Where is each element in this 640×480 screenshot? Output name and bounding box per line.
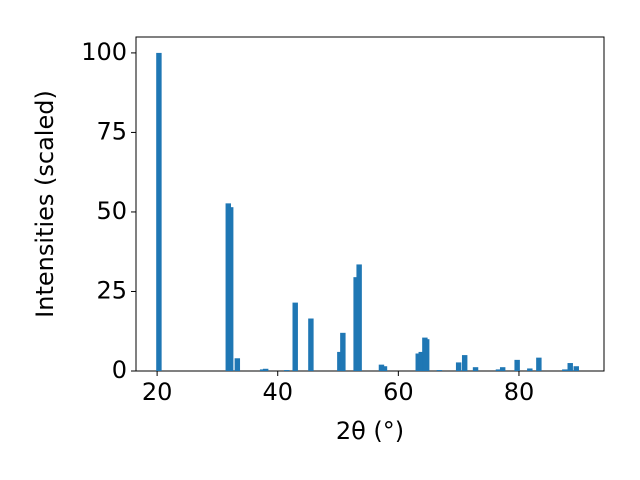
y-tick-label: 75 xyxy=(96,117,127,145)
plot-frame xyxy=(135,36,605,372)
y-tick-label: 100 xyxy=(81,38,127,66)
bar xyxy=(418,351,424,371)
bar xyxy=(514,359,520,371)
y-tick-label: 25 xyxy=(96,276,127,304)
bar xyxy=(536,357,542,371)
x-tick-label: 20 xyxy=(142,378,173,406)
y-tick-label: 0 xyxy=(112,356,127,384)
bar xyxy=(284,370,290,371)
bar xyxy=(499,367,506,371)
bar xyxy=(353,277,359,371)
bar xyxy=(156,52,162,372)
bar xyxy=(259,369,266,371)
bar xyxy=(337,351,343,371)
bar xyxy=(472,367,479,371)
bar xyxy=(562,369,568,371)
bar xyxy=(455,362,462,371)
bar xyxy=(415,353,421,371)
bar xyxy=(356,264,362,371)
x-axis-label: 2θ (°) xyxy=(336,417,404,445)
bar xyxy=(234,358,241,371)
y-tick-label: 50 xyxy=(96,197,127,225)
bar xyxy=(340,332,346,371)
bar xyxy=(308,318,314,371)
bar xyxy=(381,366,388,371)
y-axis-label: Intensities (scaled) xyxy=(31,90,59,318)
bar xyxy=(262,368,269,371)
x-tick-label: 80 xyxy=(504,378,535,406)
bar xyxy=(423,339,430,371)
bar xyxy=(378,364,385,371)
x-tick-label: 40 xyxy=(262,378,293,406)
bar xyxy=(573,366,579,371)
bar xyxy=(461,355,468,371)
bar xyxy=(227,207,234,371)
bar xyxy=(495,369,502,371)
bar xyxy=(527,368,533,371)
x-tick-label: 60 xyxy=(383,378,414,406)
bar xyxy=(292,302,298,371)
bar xyxy=(436,370,443,371)
bar xyxy=(567,363,573,371)
